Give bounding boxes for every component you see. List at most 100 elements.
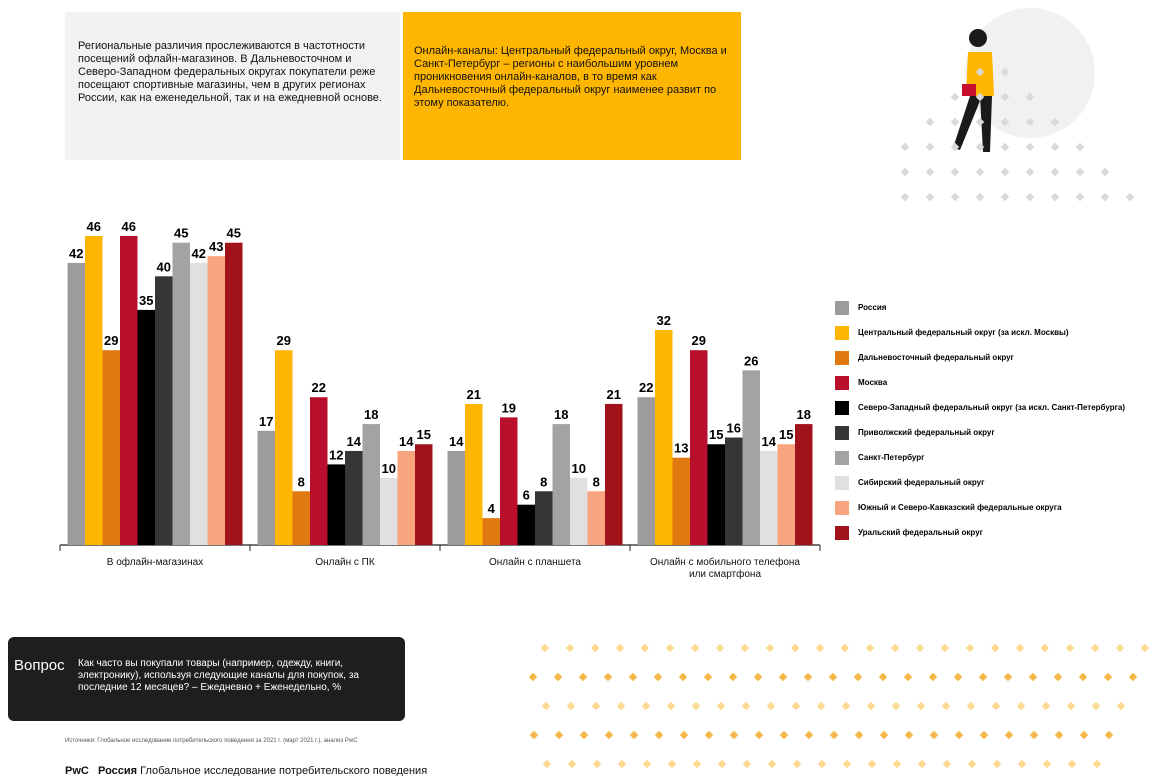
legend-label: Уральский федеральный округ <box>858 528 984 537</box>
decor-dot <box>579 730 589 740</box>
value-label: 21 <box>467 387 481 402</box>
value-label: 14 <box>399 434 414 449</box>
note-box <box>65 12 400 160</box>
decor-dot <box>654 730 664 740</box>
decor-dot <box>965 643 975 653</box>
bar <box>517 504 535 545</box>
decor-dot <box>990 643 1000 653</box>
decor-dot <box>841 701 851 711</box>
bar <box>397 450 415 545</box>
decor-dot <box>817 759 827 769</box>
decor-dot <box>715 643 725 653</box>
decor-dot <box>592 759 602 769</box>
category-label: В офлайн-магазинах <box>106 557 204 568</box>
bar <box>85 236 103 545</box>
legend-label: Северо-Западный федеральный округ (за ис… <box>858 403 1125 412</box>
footer-title: Глобальное исследование потребительского… <box>140 765 428 776</box>
decor-dot <box>1003 672 1013 682</box>
value-label: 12 <box>329 447 343 462</box>
decor-dot <box>1017 759 1027 769</box>
decor-dot <box>729 730 739 740</box>
value-label: 29 <box>692 333 706 348</box>
footer-country: Россия <box>98 765 138 776</box>
value-label: 42 <box>192 246 206 261</box>
legend-swatch <box>835 376 849 390</box>
value-label: 18 <box>797 407 811 422</box>
decor-dot <box>853 672 863 682</box>
bar <box>275 350 293 545</box>
category-label: Онлайн с планшета <box>489 557 581 568</box>
bar <box>327 464 345 545</box>
bar <box>225 242 243 545</box>
value-label: 40 <box>157 259 171 274</box>
decor-dot <box>666 701 676 711</box>
value-label: 17 <box>259 414 273 429</box>
decor-dot <box>979 730 989 740</box>
legend-swatch <box>835 526 849 540</box>
bar <box>605 403 623 545</box>
decor-dot <box>703 672 713 682</box>
question-label: Вопрос <box>14 657 65 674</box>
bar <box>777 444 795 545</box>
decor-dot <box>690 643 700 653</box>
decor-dot <box>892 759 902 769</box>
decor-dot <box>1028 672 1038 682</box>
decor-dot <box>953 672 963 682</box>
decor-dot <box>854 730 864 740</box>
value-label: 15 <box>779 427 793 442</box>
decor-dot <box>1025 117 1035 127</box>
legend-label: Москва <box>858 378 888 387</box>
source: Источники: Глобальное исследование потре… <box>65 738 358 744</box>
bar <box>707 444 725 545</box>
decor-dot <box>528 672 538 682</box>
footer-brand: PwC <box>65 765 89 776</box>
value-label: 18 <box>364 407 378 422</box>
decor-dot <box>842 759 852 769</box>
bar <box>207 256 225 545</box>
legend-swatch <box>835 501 849 515</box>
category-label: Онлайн с мобильного телефона или смартфо… <box>650 557 800 580</box>
decor-dot <box>717 759 727 769</box>
bar <box>535 491 553 545</box>
value-label: 22 <box>639 380 653 395</box>
bar <box>500 417 518 545</box>
decor-dot <box>578 672 588 682</box>
decor-dot <box>778 672 788 682</box>
bag <box>962 84 976 96</box>
value-label: 15 <box>709 427 723 442</box>
decor-dot <box>1104 730 1114 740</box>
leg <box>980 96 992 152</box>
decor-dot <box>1042 759 1052 769</box>
decor-dot <box>765 643 775 653</box>
decor-dot <box>950 117 960 127</box>
bar <box>637 397 655 545</box>
decor-dot <box>1140 643 1150 653</box>
legend-label: Россия <box>858 303 887 312</box>
value-label: 46 <box>87 219 101 234</box>
legend-label: Сибирский федеральный округ <box>858 478 985 487</box>
decor-dot <box>1025 192 1035 202</box>
value-label: 14 <box>449 434 464 449</box>
decor-dot <box>1050 142 1060 152</box>
decor-dot <box>716 701 726 711</box>
decor-dot <box>975 167 985 177</box>
bar <box>310 397 328 545</box>
decor-dot <box>1050 167 1060 177</box>
bar <box>447 450 465 545</box>
decor-dot <box>791 701 801 711</box>
bar <box>155 276 173 545</box>
decor-dot <box>667 759 677 769</box>
bar <box>120 236 138 545</box>
value-label: 32 <box>657 313 671 328</box>
decor-dot <box>904 730 914 740</box>
decor-dot <box>628 672 638 682</box>
decor-dot <box>728 672 738 682</box>
decor-dot <box>1067 759 1077 769</box>
decor-dot <box>900 142 910 152</box>
decor-dot <box>640 643 650 653</box>
leg <box>953 96 982 150</box>
decor-dot <box>1115 643 1125 653</box>
decor-dot <box>940 643 950 653</box>
decor-dot <box>1100 192 1110 202</box>
decor-dot <box>1053 672 1063 682</box>
